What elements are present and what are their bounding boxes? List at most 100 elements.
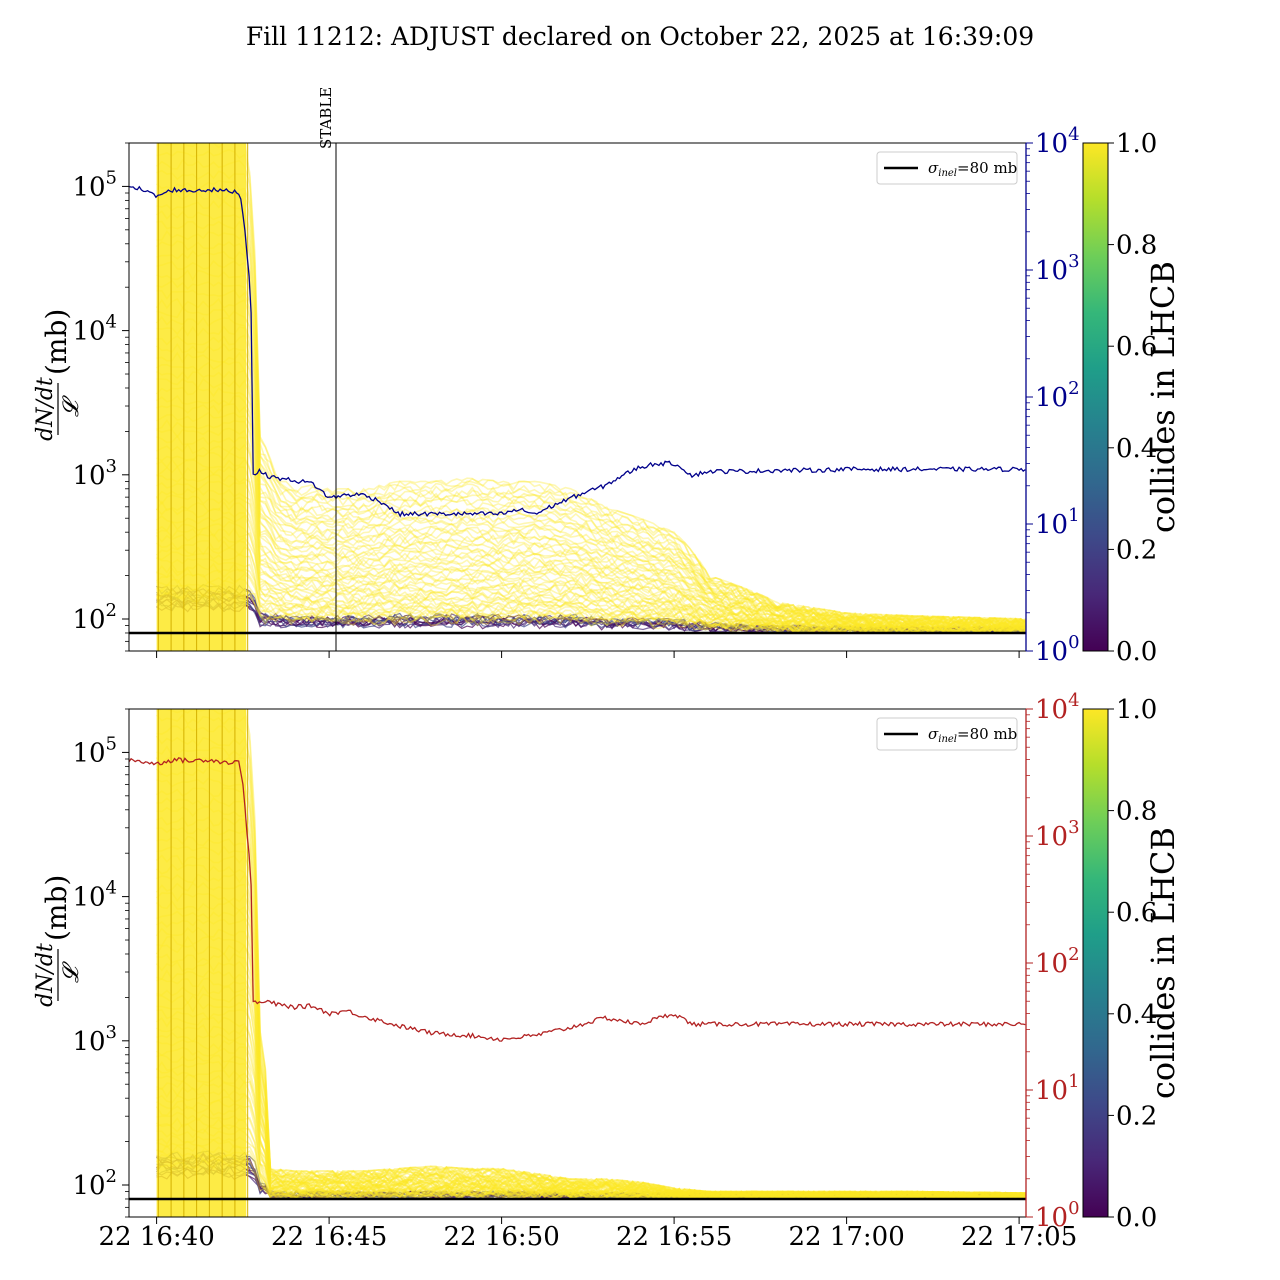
bunch-curve [156,514,1026,633]
bunch-curve [156,1128,1026,1199]
x-tick-label: 22 16:55 [616,1222,732,1252]
bunch-curve [156,1099,1026,1199]
bunch-curve [156,765,1026,1199]
y2-tick-label: 104 [1035,690,1080,725]
legend: σinel=80 mb [876,151,1018,185]
bunch-curve [156,1122,1026,1199]
bunch-curve [155,735,1026,1199]
bunch-curve [156,1148,1026,1199]
bunch-curve [156,210,1026,625]
bunch-curve [156,480,1026,633]
bunch-curve [156,909,1026,1199]
bunch-curve [156,315,1026,629]
colorbar-tick-label: 0.0 [1116,637,1157,667]
bunch-curve [156,557,1026,633]
bunch-curve [156,872,1026,1199]
colorbar-gradient [1082,708,1109,1218]
y2-tick-label: 100 [1035,632,1080,667]
bunch-curve [156,1054,1026,1199]
bunch-curve [156,854,1026,1199]
bunch-curve [156,806,1026,1199]
bunch-curve [156,1111,1026,1199]
bunch-curve [156,179,1026,625]
bunch-curve [156,230,1026,627]
bunch-curve [156,465,1026,631]
bunch-curve [155,943,1026,1199]
y-tick-label: 102 [72,600,117,635]
bunch-curve [156,725,1026,1199]
bunch-curve [156,816,1026,1199]
bunch-curve [156,1093,1026,1199]
bunch-curve [156,158,1026,625]
legend-label: σinel=80 mb [928,725,1017,745]
bunch-curve [156,993,1026,1199]
bunch-curve [156,351,1026,630]
y-tick-label: 105 [72,167,117,202]
colorbar-tick-label: 0.6 [1116,332,1157,362]
bunch-curve [156,386,1026,630]
bunch-curve [156,777,1026,1199]
bunch-curve [156,451,1026,633]
bunch-curve [156,1009,1026,1199]
y-tick-label: 104 [72,878,117,913]
bunch-curve [156,835,1026,1199]
bunch-curve [156,598,1026,633]
bunch-curve [156,935,1026,1199]
top-panel: STABLE 102 103 104 105 100 101 102 103 104 dN/dt 𝓛 (… [33,87,1182,667]
bunch-curve [156,863,1026,1199]
colorbar-tick-label: 1.0 [1116,695,1157,725]
bunch-curve [156,434,1026,632]
bunch-curve [156,1074,1026,1199]
legend-label: σinel=80 mb [928,159,1017,179]
bunch-curve [156,984,1026,1199]
bunch-curve [156,977,1026,1199]
bunch-curve [156,1067,1026,1199]
bunch-curve [156,487,1026,633]
bunch-curve [156,591,1026,633]
y-label-denominator: 𝓛 [59,961,84,983]
bunch-curve [156,411,1026,630]
bunch-curve [156,143,1026,624]
bunch-curve [156,1144,1026,1199]
colorbar-tick-label: 0.4 [1116,1000,1157,1030]
bunch-spike [156,143,247,651]
colorbar-tick-label: 1.0 [1116,129,1157,159]
y-tick-label: 103 [72,456,117,491]
bunch-curve [156,952,1026,1199]
y2-tick-label: 101 [1035,505,1080,540]
bunch-curve [156,342,1026,630]
y2-tick-label: 103 [1035,817,1080,852]
y-label-denominator: 𝓛 [59,395,84,417]
bunch-curve [156,1023,1026,1199]
bunch-curve [156,520,1026,633]
bunch-curve [155,960,1026,1199]
colorbar-tick-label: 0.4 [1116,434,1157,464]
bunch-curve [155,562,1026,633]
bottom-panel: 102 103 104 105 100 101 102 103 104 22 16:40 22 16… [33,690,1182,1252]
x-tick-label: 22 16:45 [271,1222,387,1252]
bunch-curve [155,297,1026,629]
bunch-curve [155,500,1026,633]
bunch-curve [156,220,1026,626]
bunch-curve [155,1153,1026,1199]
bunch-curve [156,1039,1026,1199]
legend-box [876,717,1018,751]
y2-tick-label: 102 [1035,944,1080,979]
bunch-curve [156,969,1026,1199]
bunch-curve [156,745,1026,1199]
bunch-curve [156,1086,1026,1199]
y2-tick-label: 100 [1035,1198,1080,1233]
bunch-curve [156,169,1026,625]
bunch-curve [156,578,1026,633]
bunch-curve [156,360,1026,630]
colorbar: 0.0 0.2 0.4 0.6 0.8 1.0 collides in LHCB [1082,695,1182,1233]
bunch-curve [156,1150,1026,1199]
bunch-curve [156,442,1026,633]
bunch-curve [156,527,1026,633]
y2-tick-label: 104 [1035,124,1080,159]
bunch-curve [156,787,1026,1199]
bunch-curve [155,756,1026,1199]
stable-label: STABLE [317,87,335,149]
bunch-curve [155,533,1026,633]
